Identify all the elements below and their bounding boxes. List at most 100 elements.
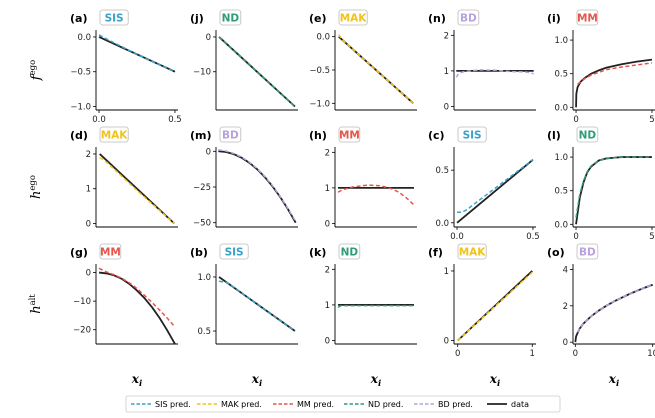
panel-label: (e) [309, 12, 327, 25]
model-badge [576, 243, 599, 260]
y-tick-label: −10 [193, 68, 211, 78]
y-tick-label: 0 [206, 147, 211, 157]
y-tick-label: 2 [86, 150, 91, 160]
y-tick-label: 0.0 [554, 103, 568, 113]
panel-label: (c) [428, 129, 445, 142]
model-badge [219, 243, 249, 260]
x-tick-label: 0.0 [92, 115, 106, 125]
model-badge [99, 9, 129, 26]
data-line-l [575, 156, 652, 225]
y-tick-label: 1 [444, 267, 449, 277]
data-line-g [98, 271, 176, 344]
y-tick-label: 0.5 [554, 187, 568, 197]
x-tick-label: 0 [573, 349, 578, 359]
y-tick-label: 0 [325, 219, 330, 229]
panel-label: (m) [190, 129, 212, 142]
y-tick-label: −10 [73, 297, 91, 307]
y-tick-label: 0.5 [554, 70, 568, 80]
y-tick-label: 0.0 [316, 33, 330, 43]
data-line-o [574, 283, 653, 343]
y-tick-label: 0.0 [554, 220, 568, 230]
model-badge-label: SIS [225, 247, 244, 259]
prediction-line-k [337, 304, 414, 309]
legend: SIS pred. MAK pred. MM pred. ND pred. BD pre… [125, 395, 561, 413]
panel-label: (h) [309, 129, 327, 142]
model-badge [457, 243, 487, 260]
prediction-line-a [98, 34, 176, 73]
model-badge [576, 126, 599, 143]
x-axis-label: xi [489, 372, 500, 389]
x-tick-label: 0.5 [526, 232, 540, 242]
panel-label: (o) [547, 246, 565, 259]
row-ylabel: halt [28, 294, 44, 314]
panel-label: (k) [309, 246, 326, 259]
y-tick-label: 0 [563, 338, 568, 348]
data-line-i [575, 58, 653, 108]
panel-n: 0 1 2 (n) BD [428, 9, 536, 112]
panel-label: (j) [190, 12, 204, 25]
y-tick-label: 1.0 [554, 153, 568, 163]
row-ylabel: hego [28, 175, 44, 199]
prediction-line-f [457, 271, 533, 342]
panel-label: (l) [547, 129, 561, 142]
y-tick-label: 0 [86, 220, 91, 230]
legend-label-sis: SIS pred. [155, 400, 191, 409]
panel-o: 0 2 4 0 10 (o) BD [547, 243, 655, 359]
panel-label: (i) [547, 12, 561, 25]
panel-label: (a) [70, 12, 87, 25]
y-tick-label: 1.0 [197, 273, 211, 283]
model-badge [99, 243, 122, 260]
panel-f: 010 1(f) MAK [428, 243, 536, 359]
prediction-line-m [218, 149, 297, 222]
legend-label-data: data [511, 400, 529, 409]
model-badge [457, 9, 480, 26]
model-badge-label: ND [341, 247, 359, 259]
data-line-m [218, 150, 297, 224]
x-axis-label: xi [608, 372, 619, 389]
row-ylabel-text: hego [28, 175, 44, 199]
y-tick-label: −1.0 [70, 103, 91, 113]
y-tick-label: 1 [86, 185, 91, 195]
model-badge-label: SIS [463, 130, 482, 142]
y-tick-label: −20 [73, 326, 91, 336]
model-badge-label: MM [100, 247, 121, 259]
panel-c: 0.0 0.5 0.0 0.5 (c) SIS [428, 126, 540, 242]
y-tick-label: 0.5 [435, 166, 449, 176]
legend-label-mak: MAK pred. [221, 400, 262, 409]
x-tick-label: 0.5 [168, 115, 182, 125]
y-tick-label: 0 [86, 269, 91, 279]
model-badge [338, 243, 361, 260]
legend-label-nd: ND pred. [368, 400, 403, 409]
prediction-line-g [98, 267, 176, 328]
y-tick-label: 1.0 [554, 36, 568, 46]
y-tick-label: −25 [193, 183, 211, 193]
data-line-c [456, 158, 534, 224]
panel-label: (f) [428, 246, 443, 259]
y-tick-label: 0 [325, 336, 330, 346]
legend-label-mm: MM pred. [297, 400, 334, 409]
panel-d: 0 1 2 (d) MAK [70, 126, 178, 230]
x-axis-label: xi [131, 372, 142, 389]
prediction-line-e [338, 34, 414, 104]
model-badge-label: ND [579, 130, 597, 142]
panel-l: 0.0 0.5 1.0 0 5 (l) ND [547, 126, 655, 242]
model-badge [576, 9, 599, 26]
y-tick-label: 1 [444, 67, 449, 77]
y-tick-label: −0.5 [309, 66, 330, 76]
prediction-line-b [218, 280, 296, 332]
y-tick-label: −50 [193, 219, 211, 229]
y-tick-label: 0.5 [197, 327, 211, 337]
panel-label: (d) [70, 129, 88, 142]
model-badge-label: SIS [105, 13, 124, 25]
panel-label: (b) [190, 246, 208, 259]
y-tick-label: 2 [325, 265, 330, 275]
panel-g: 0 −10 −20 (g) MM [70, 243, 178, 345]
x-axis-label: xi [251, 372, 262, 389]
y-tick-label: 2 [563, 302, 568, 312]
panel-b: 0.5 1.0 (b) SIS [190, 243, 298, 345]
y-tick-label: 0 [444, 337, 449, 347]
row-ylabel-text: halt [28, 294, 44, 314]
prediction-line-c [457, 159, 534, 214]
y-tick-label: 2 [444, 31, 449, 41]
